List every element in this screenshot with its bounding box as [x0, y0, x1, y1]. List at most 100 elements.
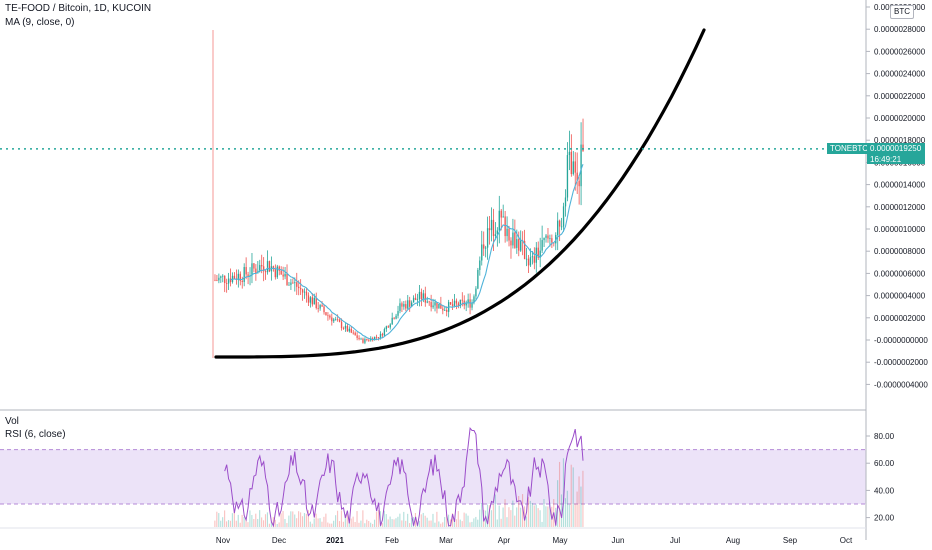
candle-body [247, 274, 249, 277]
currency-badge[interactable]: BTC [890, 5, 914, 19]
candle-body [331, 317, 333, 322]
volume-bar [375, 511, 378, 527]
volume-bar [340, 510, 343, 527]
volume-bar [533, 505, 535, 527]
candle-body [422, 293, 425, 300]
vol-legend[interactable]: Vol [5, 416, 19, 427]
volume-bar [529, 500, 531, 527]
volume-bar [465, 513, 467, 527]
candle-body [335, 319, 337, 321]
volume-bar [352, 516, 354, 527]
volume-bar [370, 522, 372, 527]
candle-body [420, 291, 423, 300]
volume-bar [274, 519, 276, 527]
candle-body [414, 297, 417, 301]
candle-body [336, 319, 339, 321]
price-tick-label: 0.0000002000 [874, 314, 926, 323]
volume-bar [397, 516, 399, 527]
candle-body [525, 258, 528, 260]
candle-body [325, 312, 327, 316]
candle-body [239, 273, 241, 281]
volume-bar [305, 513, 307, 527]
candle-body [410, 302, 413, 307]
candle-body [245, 267, 247, 275]
candle-body [222, 275, 224, 277]
candle-body [344, 325, 347, 329]
volume-bar [531, 502, 533, 527]
volume-bar [227, 520, 230, 527]
candle-body [516, 239, 518, 248]
volume-bar [566, 490, 568, 527]
candle-body [533, 256, 536, 263]
candle-body [498, 210, 500, 231]
price-tick-label: 0.0000018000 [874, 136, 926, 145]
parabolic-curve[interactable] [214, 28, 706, 359]
volume-bar [510, 510, 512, 527]
volume-bar [286, 523, 288, 527]
volume-bar [430, 520, 432, 527]
candle-body [327, 315, 329, 317]
candle-body [492, 219, 495, 237]
volume-bar [391, 519, 393, 527]
volume-bar [292, 511, 294, 527]
volume-bar [432, 513, 434, 527]
candle-body [389, 324, 391, 328]
time-tick-label: May [552, 536, 567, 545]
volume-bar [272, 517, 274, 527]
rsi-tick-label: 20.00 [874, 514, 895, 523]
volume-bar [547, 506, 549, 527]
price-tick-label: 0.0000008000 [874, 247, 926, 256]
volume-bar [539, 510, 541, 527]
volume-bar [477, 519, 479, 527]
volume-bar [344, 514, 346, 527]
price-tick-label: 0.0000012000 [874, 203, 926, 212]
candle-body [340, 321, 343, 329]
candle-body [383, 329, 386, 336]
volume-bar [514, 515, 516, 527]
bar-countdown: 16:49:21 [870, 155, 902, 164]
rsi-axis[interactable]: 80.00 60.00 40.00 20.00 [866, 432, 895, 523]
candle-body [428, 301, 430, 303]
volume-bar [447, 514, 450, 527]
volume-bar [496, 519, 498, 527]
candle-body [280, 270, 282, 275]
candle-body [395, 315, 397, 319]
volume-bar [555, 507, 557, 527]
candle-body [237, 273, 240, 280]
volume-bar [335, 515, 337, 527]
candle-body [523, 240, 526, 259]
volume-bar [218, 513, 220, 527]
candle-body [426, 301, 428, 303]
candle-body [451, 304, 454, 306]
rsi-legend[interactable]: RSI (6, close) [5, 429, 66, 440]
candle-body [438, 303, 440, 309]
volume-bar [301, 516, 304, 527]
volume-bar [572, 467, 574, 527]
symbol-legend[interactable]: TE-FOOD / Bitcoin, 1D, KUCOIN [5, 3, 152, 14]
volume-bar [387, 519, 389, 527]
time-axis[interactable]: Nov Dec 2021 Feb Mar Apr May Jun Jul Aug Sep Oct [216, 536, 853, 545]
candle-body [307, 295, 310, 303]
candle-body [268, 261, 271, 272]
volume-bar [393, 519, 395, 527]
volume-bar [405, 520, 407, 527]
price-tick-label: 0.0000026000 [874, 47, 926, 56]
candle-body [266, 261, 269, 273]
candle-body [381, 333, 384, 336]
volume-bar [525, 516, 528, 527]
volume-bar [270, 521, 272, 527]
volume-bar [307, 510, 309, 527]
price-tick-label: 0.0000014000 [874, 181, 926, 190]
volume-bar [412, 517, 415, 527]
volume-bar [488, 505, 491, 527]
ma-legend[interactable]: MA (9, close, 0) [5, 17, 75, 28]
candle-body [514, 232, 516, 248]
time-tick-label: Feb [385, 536, 399, 545]
candle-body [298, 286, 300, 289]
rsi-tick-label: 80.00 [874, 432, 895, 441]
candle-body [276, 266, 278, 278]
candle-body [311, 297, 314, 305]
volume-bar [282, 510, 284, 527]
volume-bar [325, 513, 327, 527]
